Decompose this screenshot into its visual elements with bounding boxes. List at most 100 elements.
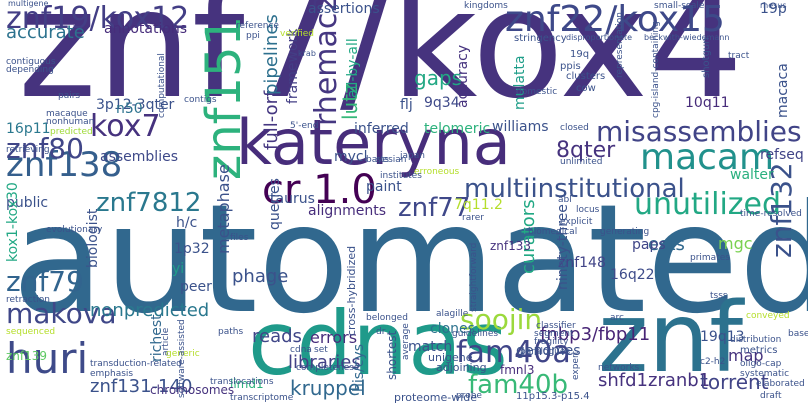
word: fmnl3 (500, 363, 535, 377)
word: software-assisted (177, 319, 187, 398)
word: ppi (246, 31, 260, 41)
word: unigene (428, 351, 473, 364)
word: 16q22 (610, 267, 655, 283)
word: classifier (536, 321, 576, 331)
word: unutilized (634, 187, 782, 222)
word: znf7812 (96, 188, 202, 218)
word: 10q11 (685, 95, 730, 111)
word: alagille (436, 309, 469, 319)
word: walter (730, 167, 774, 183)
word: libraries (288, 352, 361, 373)
word: cr 1.0 (262, 167, 377, 213)
word: systematic (740, 369, 790, 379)
word: fragility (534, 337, 569, 347)
word: znf22/kox15 (505, 0, 725, 40)
word: taurus (270, 191, 315, 207)
word: misassemblies (596, 115, 802, 148)
word: sts (376, 155, 389, 165)
word: retrieving (6, 145, 50, 155)
word: biomedical (528, 227, 578, 237)
word: znf131-140 (90, 376, 193, 397)
word: reads (252, 326, 302, 347)
word: znf (598, 282, 744, 394)
word: kruppel (290, 376, 366, 400)
word: genomes (516, 343, 581, 359)
word: multigene (8, 0, 49, 8)
word: williams (492, 119, 549, 135)
word: explicit (560, 217, 593, 227)
word: straightforward (469, 242, 479, 312)
word: metrics (740, 345, 778, 356)
word: locus (576, 205, 600, 215)
word: znf7/kox4 (18, 0, 744, 132)
word: h/c (176, 215, 198, 231)
word: tsss (710, 291, 728, 301)
word: multiinstitutional (464, 174, 685, 204)
word: annotations (104, 21, 188, 37)
word: yi (172, 261, 185, 277)
word: proteome-wide (394, 391, 478, 404)
word: probe (456, 391, 482, 401)
word: 7q11.2 (454, 197, 503, 213)
word: cross-hybridized (345, 245, 358, 336)
word: accurate (6, 22, 85, 43)
word: institutes (380, 171, 422, 181)
word: alignments (308, 203, 387, 219)
word: pairs (58, 91, 81, 101)
word: computational (157, 53, 167, 118)
word: networks (598, 363, 640, 373)
word: 3p12-3qter (96, 97, 175, 113)
word: depending (6, 65, 54, 75)
word: rhesus (760, 1, 787, 10)
word: map (728, 346, 764, 365)
word: adjoining (436, 361, 487, 374)
word: domestic (516, 87, 558, 97)
word: soojin (460, 303, 543, 336)
word: time-resolved (740, 209, 802, 219)
word: contiguous (6, 57, 56, 67)
word: mulatta (512, 55, 528, 110)
word: huri (6, 334, 89, 383)
word: kox1-kox30 (5, 182, 21, 262)
word: biologist (85, 208, 101, 268)
word: disproportionate (566, 33, 633, 42)
word: rarer (462, 213, 484, 223)
word: sequenced (6, 327, 56, 337)
word: limd1 (230, 377, 264, 391)
word: makova (6, 297, 117, 330)
word: znf19/kox12 (6, 1, 190, 36)
word: kingdoms (464, 1, 508, 11)
word: 19q (570, 49, 590, 60)
word: inferred (354, 121, 409, 137)
word: completeness (296, 363, 359, 373)
word: n50 (116, 101, 143, 117)
word: base (788, 329, 808, 339)
word: paint (366, 179, 402, 195)
word: znf77 (398, 193, 471, 223)
word: paths (218, 327, 244, 337)
word: ppis (560, 61, 581, 72)
word: draft (760, 391, 782, 401)
word: znf79 (6, 265, 84, 298)
word: telomeric (424, 121, 491, 137)
word: closed (560, 123, 589, 133)
word: emphasis (90, 369, 134, 379)
word: elaborated (756, 379, 805, 389)
word: arc (610, 313, 624, 323)
word: conveyed (746, 311, 790, 321)
word: 11p15.3-p15.4 (516, 391, 590, 402)
word: gaps (414, 66, 463, 90)
word: torrent (700, 370, 769, 394)
word: cow (576, 83, 596, 94)
word: znf138 (6, 145, 123, 185)
word: mgc (718, 234, 753, 253)
word: flj (400, 97, 413, 113)
word: 19q13 (700, 329, 745, 345)
word: dr (376, 327, 386, 337)
word: znf133 (490, 239, 532, 253)
word: primates (690, 253, 730, 263)
word: c2-h2 (700, 357, 726, 367)
word: automated (12, 173, 808, 347)
word: 1p32 (174, 241, 210, 257)
word: cdnas (248, 292, 508, 395)
